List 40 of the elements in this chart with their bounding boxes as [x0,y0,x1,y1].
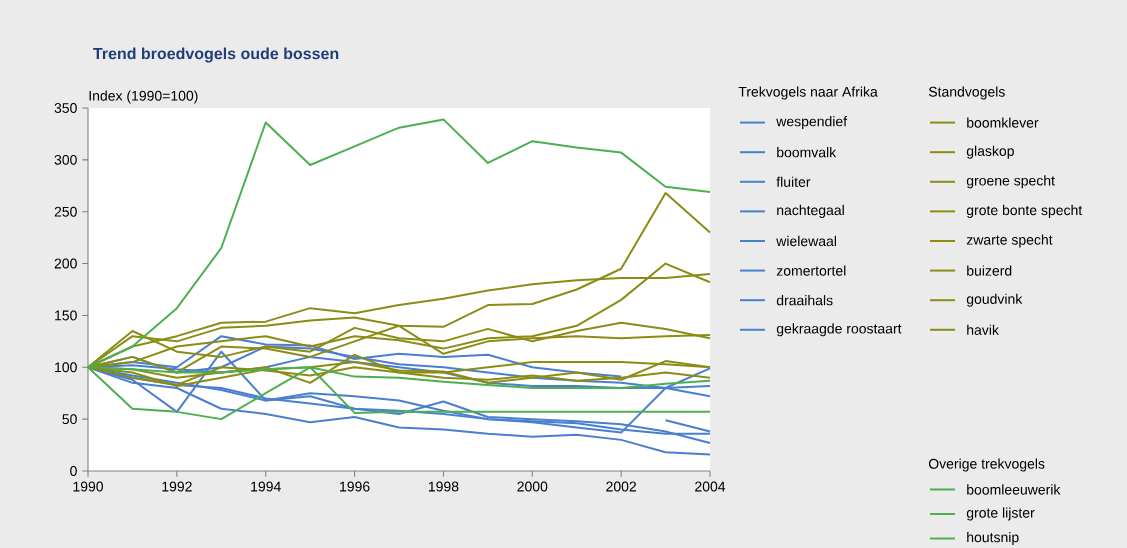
legend-label: wielewaal [776,235,837,247]
y-tick-label: 200 [54,258,77,269]
y-tick-label: 100 [55,362,77,373]
text: Standvogels [928,86,1005,100]
y-tick-label: 150 [55,310,77,321]
x-tick-label: 1992 [162,481,192,492]
legend-label: fluiter [776,176,811,187]
legend-label: boomvalk [777,147,837,158]
legend-label: grote bonte specht [966,204,1083,218]
y-tick-label: 250 [54,206,77,217]
legend-label: havik [967,324,999,335]
legend-label: buizerd [967,265,1012,276]
legend-label: boomklever [967,117,1039,128]
legend-label: zwarte specht [966,234,1053,248]
legend-label: boomleeuwerik [967,484,1061,495]
x-tick-label: 1998 [428,481,459,492]
text: Overige trekvogels [928,458,1045,472]
legend-label: draaihals [776,295,833,306]
legend-label: nachtegaal [777,204,844,218]
x-tick-label: 1990 [73,481,104,492]
legend-label: houtsnip [967,531,1019,546]
x-tick-label: 2000 [517,481,548,492]
y-tick-label: 350 [54,103,77,113]
x-tick-label: 1996 [340,481,370,492]
x-tick-label: 1994 [251,481,281,492]
y-tick-label: 0 [70,466,77,476]
legend-label: goudvink [966,293,1023,307]
legend-label: grote lijster [966,507,1035,521]
text: Trekvogels naar Afrika [738,86,878,100]
legend-label: zomertortel [776,265,846,276]
chart-title: Trend broedvogels oude bossen [93,47,339,63]
legend-label: gekraagde roostaart [776,323,902,337]
y-axis-title: Index (1990=100) [89,90,198,104]
y-tick-label: 50 [62,414,77,425]
y-tick-label: 300 [54,154,77,165]
legend-label: wespendief [776,116,848,130]
x-tick-label: 2002 [606,481,636,492]
legend-label: glaskop [966,145,1014,159]
x-tick-label: 2004 [695,481,726,492]
legend-label: groene specht [966,175,1055,189]
